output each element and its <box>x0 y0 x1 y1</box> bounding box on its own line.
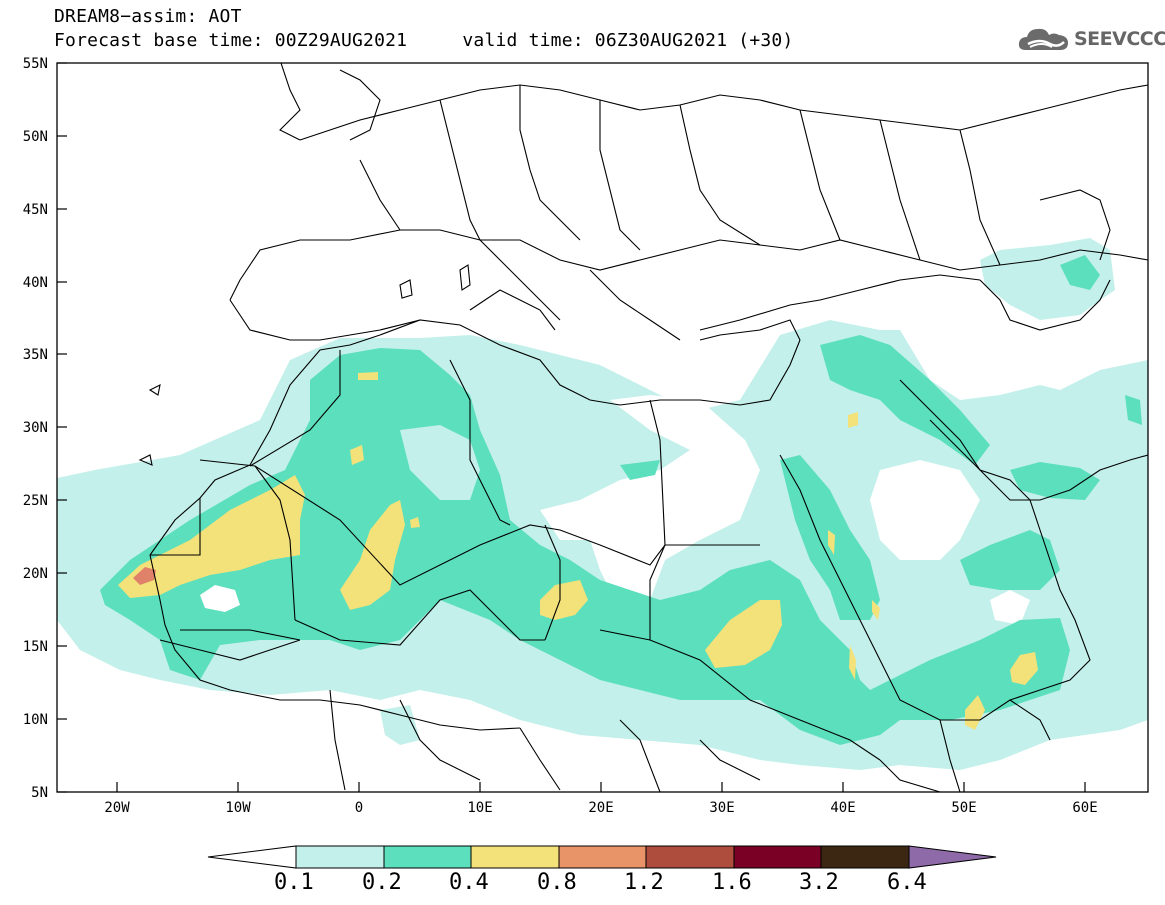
colorbar-label: 3.2 <box>799 870 839 895</box>
lat-label: 25N <box>23 493 48 509</box>
lat-label: 30N <box>23 420 48 436</box>
colorbar-label: 0.1 <box>274 870 314 895</box>
lat-label: 5N <box>31 785 48 801</box>
colorbar-swatch <box>558 845 647 869</box>
lat-label: 15N <box>23 639 48 655</box>
colorbar-swatch <box>295 845 385 869</box>
colorbar-swatch <box>645 845 735 869</box>
lon-label: 40E <box>830 800 855 816</box>
lon-label: 20W <box>104 800 130 816</box>
colorbar-min-arrow <box>207 845 297 869</box>
colorbar-label: 1.2 <box>624 870 664 895</box>
colorbar-swatch <box>820 845 910 869</box>
lat-label: 10N <box>23 712 48 728</box>
map-title: DREAM8−assim: AOT <box>54 6 242 27</box>
colorbar-swatch <box>383 845 472 869</box>
colorbar-label: 1.6 <box>712 870 752 895</box>
lat-label: 35N <box>23 347 48 363</box>
lat-label: 45N <box>23 202 48 218</box>
aot-shading-0.8 <box>133 567 156 585</box>
lon-label: 50E <box>951 800 976 816</box>
country-borders <box>138 63 1148 792</box>
lon-label: 10E <box>467 800 492 816</box>
cloud-icon <box>1018 28 1068 50</box>
logo-text: SEEVCCC <box>1074 28 1165 50</box>
forecast-time-label: Forecast base time: 00Z29AUG2021 valid t… <box>54 30 794 51</box>
colorbar-label: 0.8 <box>537 870 577 895</box>
colorbar-swatch <box>470 845 560 869</box>
colorbar-swatch <box>733 845 822 869</box>
lat-label: 50N <box>23 129 48 145</box>
lon-label: 30E <box>709 800 734 816</box>
colorbar-label: 0.4 <box>449 870 489 895</box>
lat-label: 20N <box>23 566 48 582</box>
lat-label: 55N <box>23 56 48 72</box>
colorbar-label: 6.4 <box>887 870 927 895</box>
lon-label: 10W <box>225 800 251 816</box>
lon-label: 20E <box>588 800 613 816</box>
lon-label: 60E <box>1072 800 1097 816</box>
lat-label: 40N <box>23 275 48 291</box>
seevccc-logo: SEEVCCC <box>1016 24 1165 58</box>
lon-label: 0 <box>355 800 363 816</box>
colorbar <box>207 845 997 869</box>
colorbar-label: 0.2 <box>362 870 402 895</box>
colorbar-max-arrow <box>908 845 997 869</box>
